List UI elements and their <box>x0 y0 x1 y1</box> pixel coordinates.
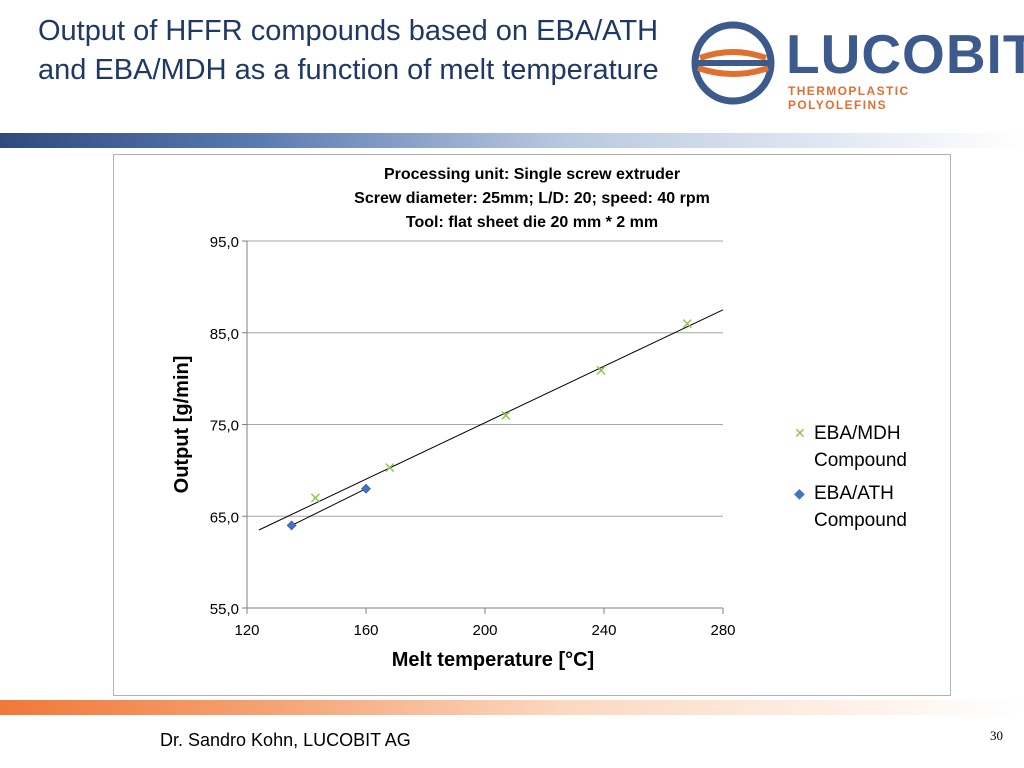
x-tick-label: 240 <box>591 622 616 639</box>
page-number: 30 <box>990 728 1003 743</box>
logo-tagline: THERMOPLASTIC POLYOLEFINS <box>788 84 910 112</box>
x-axis-label: Melt temperature [°C] <box>392 649 594 671</box>
data-point-eba-ath <box>361 483 371 494</box>
legend-label-eba-ath: EBA/ATH Compound <box>814 483 907 531</box>
chart-title-line-2: Screw diameter: 25mm; L/D: 20; speed: 40… <box>354 190 710 207</box>
diamond-marker-icon: ◆ <box>794 485 805 501</box>
data-point-eba-mdh <box>682 319 692 329</box>
y-tick-label: 75,0 <box>210 418 239 435</box>
chart-legend: ✕ EBA/MDH Compound ◆ EBA/ATH Compound <box>794 420 944 540</box>
chart-title-line-3: Tool: flat sheet die 20 mm * 2 mm <box>405 214 659 231</box>
chart-title: Processing unit: Single screw extruder S… <box>113 163 951 235</box>
y-tick-label: 85,0 <box>210 326 239 343</box>
x-tick-label: 160 <box>353 622 378 639</box>
header-divider-band <box>0 133 1024 148</box>
x-marker-icon: ✕ <box>794 425 806 441</box>
data-point-eba-mdh <box>596 365 606 375</box>
y-axis-label: Output [g/min] <box>171 356 193 494</box>
data-point-eba-mdh <box>385 463 395 473</box>
data-point-eba-mdh <box>310 493 320 503</box>
chart-title-line-1: Processing unit: Single screw extruder <box>383 166 681 183</box>
data-point-eba-mdh <box>501 410 511 420</box>
trendline <box>291 488 367 526</box>
x-tick-label: 120 <box>234 622 259 639</box>
x-tick-label: 280 <box>710 622 735 639</box>
legend-item-eba-mdh: ✕ EBA/MDH Compound <box>794 420 944 474</box>
trendline <box>258 309 724 531</box>
footer-divider-band <box>0 700 1024 715</box>
x-tick-label: 200 <box>472 622 497 639</box>
data-point-eba-ath <box>286 520 297 531</box>
footer-author: Dr. Sandro Kohn, LUCOBIT AG <box>160 730 411 750</box>
company-logo: LUCOBIT THERMOPLASTIC POLYOLEFINS <box>688 18 1024 112</box>
y-tick-label: 65,0 <box>210 509 239 526</box>
y-tick-label: 95,0 <box>210 234 239 251</box>
slide-title: Output of HFFR compounds based on EBA/AT… <box>38 15 659 86</box>
y-tick-label: 55,0 <box>210 601 239 618</box>
legend-item-eba-ath: ◆ EBA/ATH Compound <box>794 480 944 534</box>
legend-label-eba-mdh: EBA/MDH Compound <box>814 423 907 471</box>
logo-wordmark: LUCOBIT <box>786 23 1024 85</box>
globe-logo-icon <box>691 21 775 105</box>
